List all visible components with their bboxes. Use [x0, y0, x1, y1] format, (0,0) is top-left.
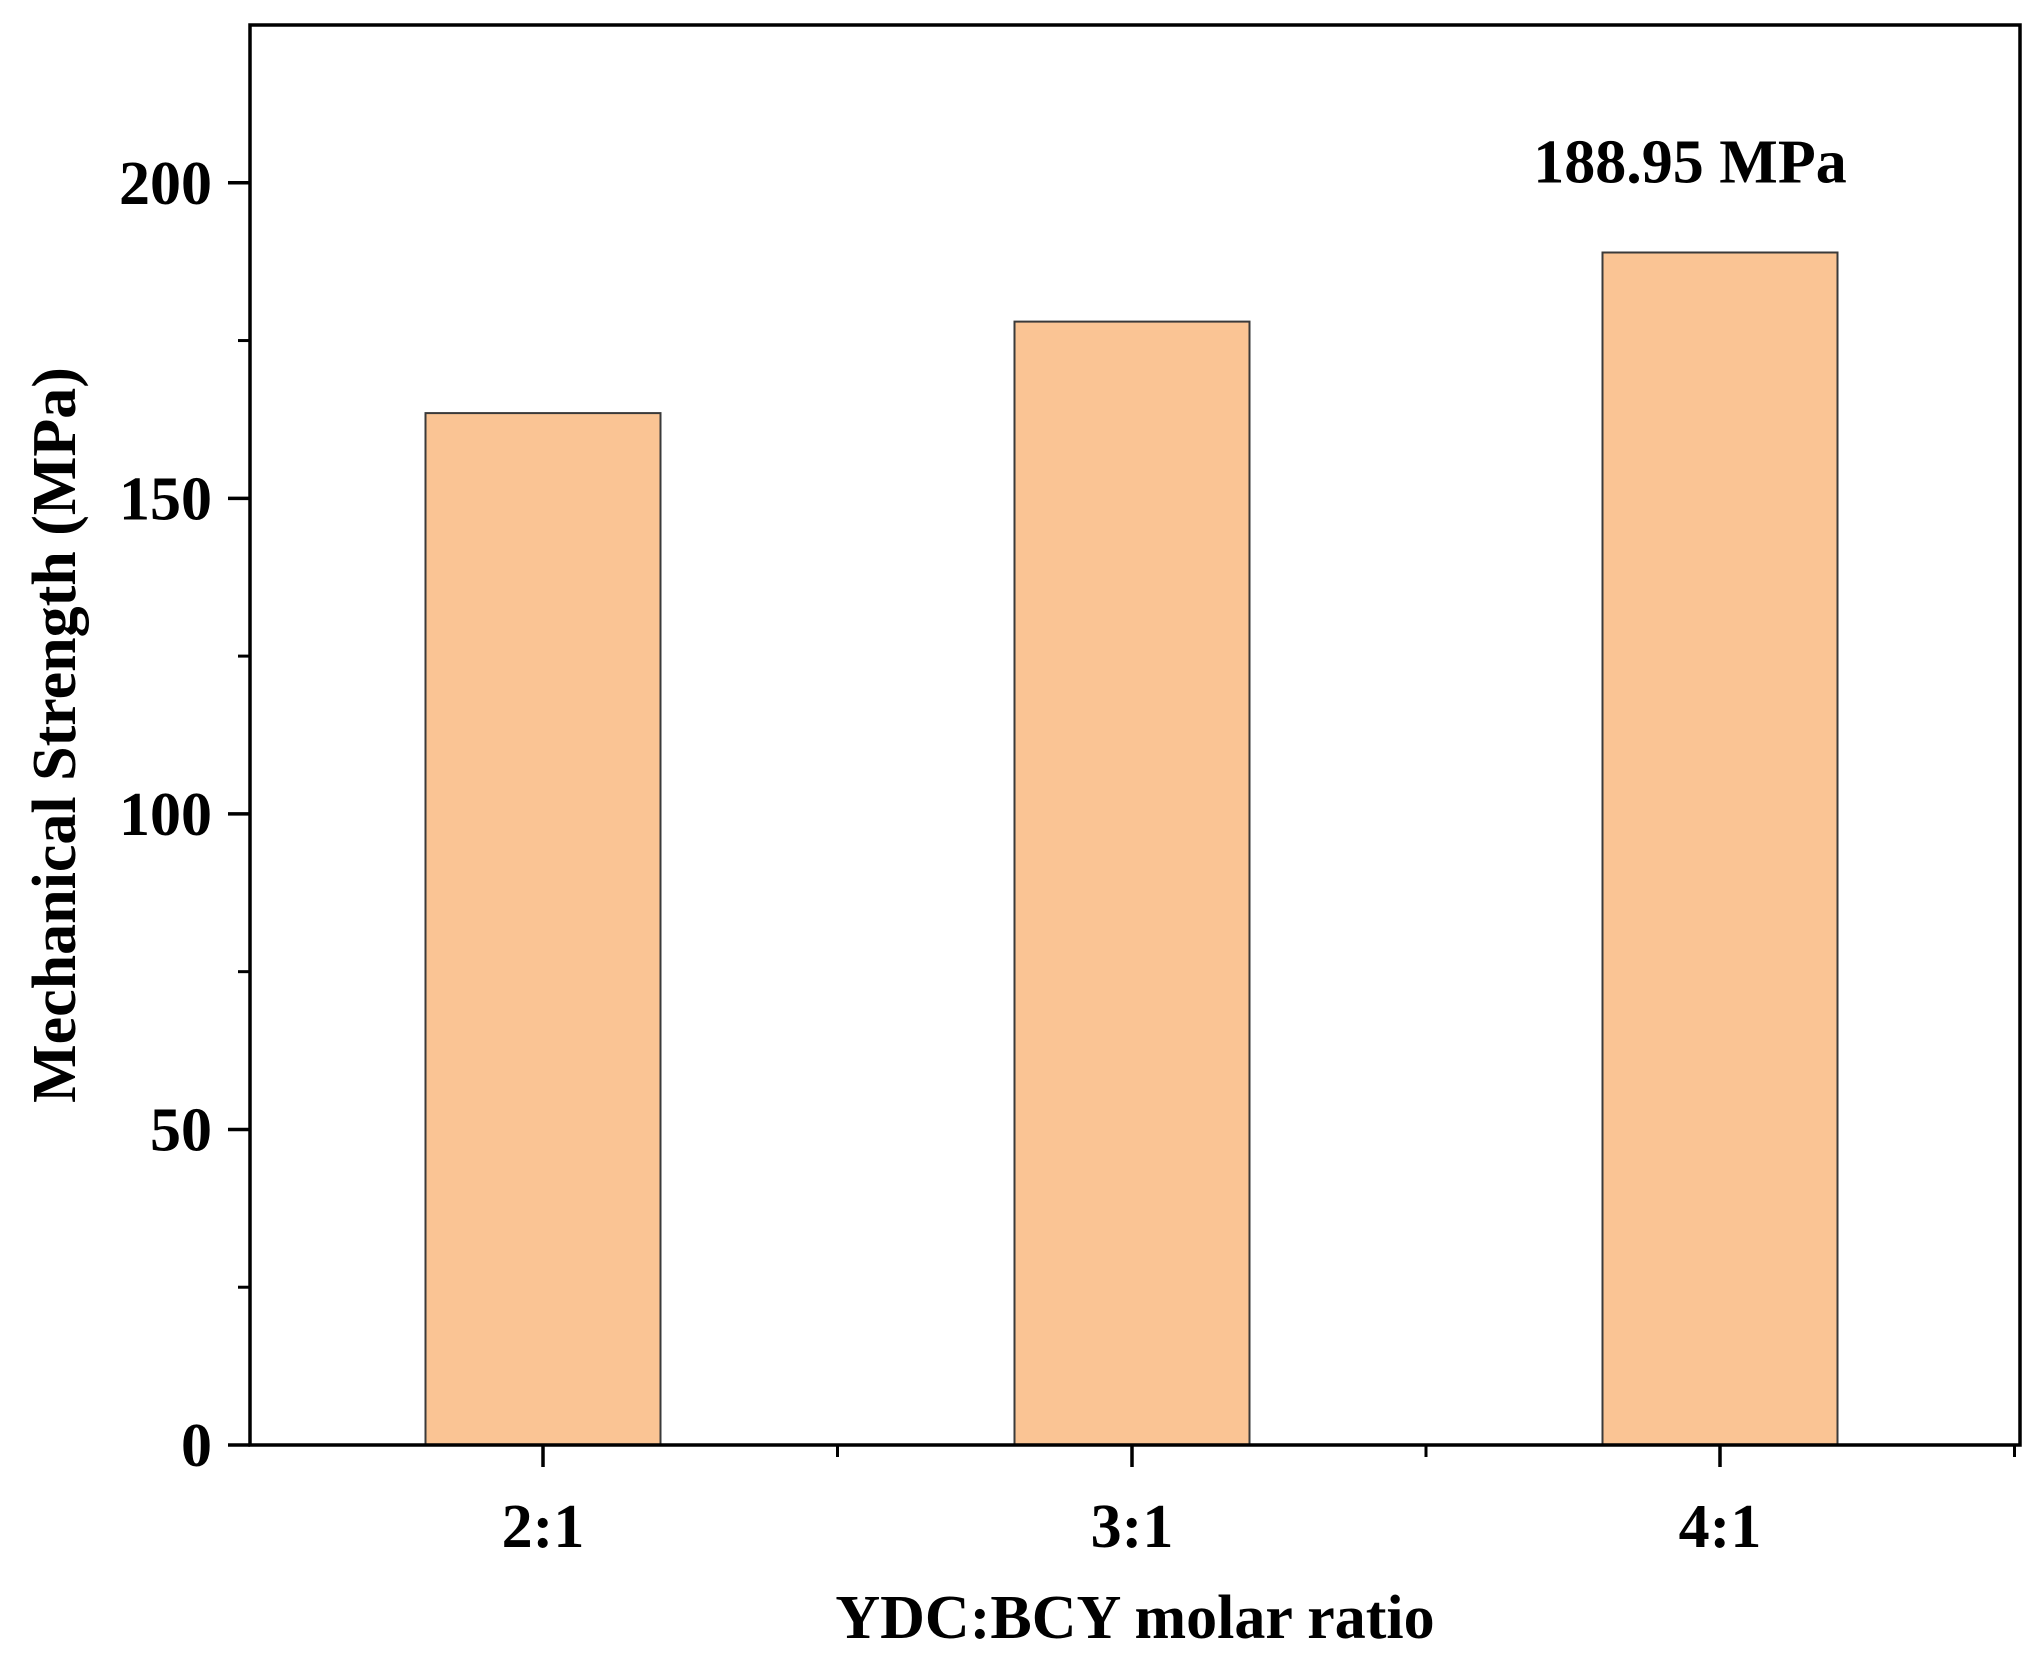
x-tick-label-2:1: 2:1 — [502, 1493, 585, 1561]
x-axis-title: YDC:BCY molar ratio — [835, 1584, 1434, 1652]
y-tick-label: 150 — [119, 465, 212, 533]
bar-2:1 — [424, 412, 662, 1447]
value-annotation: 188.95 MPa — [1533, 129, 1846, 197]
y-axis-ticks: 0 50 100 150 200 — [119, 150, 250, 1480]
y-tick-label: 200 — [119, 150, 212, 218]
bar-4:1 — [1601, 251, 1839, 1446]
x-tick-label-4:1: 4:1 — [1679, 1493, 1762, 1561]
y-tick-label: 0 — [181, 1412, 212, 1480]
x-tick-label-3:1: 3:1 — [1091, 1493, 1174, 1561]
annotations-group: 188.95 MPa — [1533, 129, 1846, 197]
y-axis-title: Mechanical Strength (MPa) — [21, 367, 89, 1103]
plot-frame — [248, 23, 2022, 1447]
bars-group — [424, 251, 1839, 1447]
y-tick-label: 50 — [150, 1096, 212, 1164]
y-tick-label: 100 — [119, 781, 212, 849]
x-axis-ticks: 2:1 3:1 4:1 — [502, 1445, 2016, 1561]
bar-3:1 — [1013, 320, 1251, 1447]
